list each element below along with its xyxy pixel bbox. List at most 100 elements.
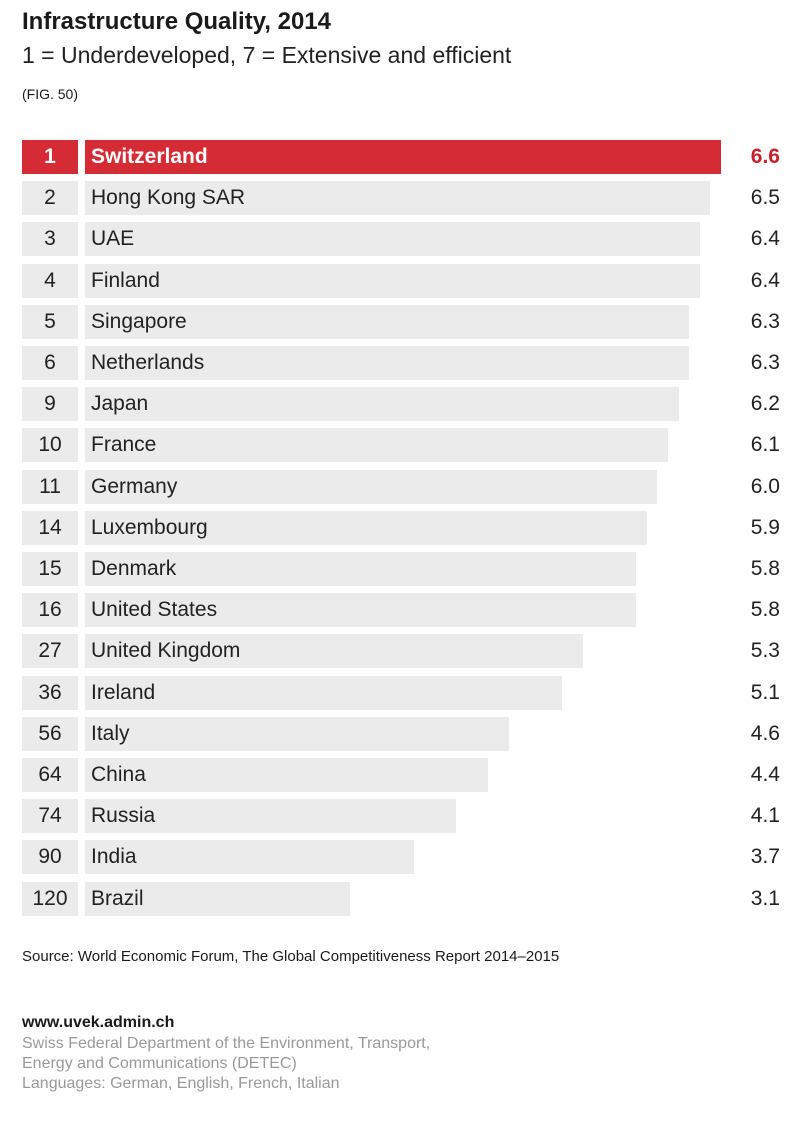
country-label: Russia <box>91 804 156 828</box>
bar <box>85 222 700 257</box>
org-line-1: Swiss Federal Department of the Environm… <box>22 1035 431 1052</box>
rank-label: 9 <box>22 387 78 422</box>
languages: Languages: German, English, French, Ital… <box>22 1075 340 1092</box>
value-label: 5.9 <box>750 515 780 539</box>
bar-row: 56 Italy 4.6 <box>0 716 800 751</box>
bar <box>85 881 351 916</box>
country-label: Denmark <box>91 557 177 580</box>
country-label: Netherlands <box>91 351 205 374</box>
bar-row: 10 France 6.1 <box>0 428 800 463</box>
bar-row: 14 Luxembourg 5.9 <box>0 510 800 545</box>
country-label: Hong Kong SAR <box>91 186 246 210</box>
country-label: Germany <box>91 474 178 498</box>
bar <box>85 469 658 504</box>
rank-label: 120 <box>22 881 78 916</box>
value-label: 4.6 <box>750 721 780 745</box>
country-label: China <box>91 763 146 786</box>
bar-row: 1 Switzerland 6.6 <box>0 140 800 174</box>
country-label: Japan <box>91 392 149 416</box>
value-label: 5.1 <box>750 680 780 704</box>
rank-label: 3 <box>22 222 78 257</box>
bar <box>85 593 637 628</box>
bar-row: 11 Germany 6.0 <box>0 469 800 504</box>
bar <box>85 140 721 174</box>
country-label: Luxembourg <box>91 515 208 539</box>
value-label: 6.3 <box>750 351 780 374</box>
bar <box>85 675 563 710</box>
country-label: Finland <box>91 268 160 292</box>
value-label: 6.5 <box>750 186 780 210</box>
bar-row: 120 Brazil 3.1 <box>0 881 800 916</box>
rank-label: 64 <box>22 758 78 792</box>
value-label: 6.0 <box>750 474 780 498</box>
value-label: 4.4 <box>750 763 780 786</box>
country-label: Singapore <box>91 309 187 333</box>
country-label: United Kingdom <box>91 639 241 663</box>
value-label: 6.4 <box>750 227 780 251</box>
rank-label: 11 <box>22 469 78 504</box>
bar-row: 9 Japan 6.2 <box>0 387 800 422</box>
rank-label: 14 <box>22 510 78 545</box>
rank-label: 90 <box>22 840 78 875</box>
bar <box>85 428 668 463</box>
org-line-2: Energy and Communications (DETEC) <box>22 1055 297 1072</box>
country-label: Ireland <box>91 680 156 704</box>
rank-label: 56 <box>22 716 78 751</box>
bar-row: 36 Ireland 5.1 <box>0 675 800 710</box>
country-label: France <box>91 433 157 457</box>
bar-row: 74 Russia 4.1 <box>0 799 800 834</box>
rank-label: 27 <box>22 634 78 669</box>
bar-row: 64 China 4.4 <box>0 758 800 792</box>
website-link[interactable]: www.uvek.admin.ch <box>22 1014 175 1031</box>
bar-row: 3 UAE 6.4 <box>0 222 800 257</box>
value-label: 6.4 <box>750 268 780 292</box>
bar <box>85 552 637 586</box>
rank-label: 1 <box>22 140 78 174</box>
bar <box>85 263 700 298</box>
value-label: 3.7 <box>750 845 780 869</box>
country-label: United States <box>91 598 218 622</box>
rank-label: 15 <box>22 552 78 586</box>
bar-row: 90 India 3.7 <box>0 840 800 875</box>
value-label: 5.8 <box>750 598 780 622</box>
country-label: Italy <box>91 721 130 745</box>
rank-label: 16 <box>22 593 78 628</box>
chart-title: Infrastructure Quality, 2014 <box>22 8 331 35</box>
rank-label: 4 <box>22 263 78 298</box>
bar-row: 5 Singapore 6.3 <box>0 304 800 339</box>
value-label: 4.1 <box>750 804 780 828</box>
value-label: 6.2 <box>750 392 780 416</box>
bar <box>85 304 690 339</box>
bar-row: 15 Denmark 5.8 <box>0 552 800 586</box>
bar <box>85 387 679 422</box>
country-label: UAE <box>91 227 135 251</box>
value-label: 5.3 <box>750 639 780 663</box>
bar-row: 27 United Kingdom 5.3 <box>0 634 800 669</box>
value-label: 5.8 <box>750 557 780 580</box>
bar <box>85 510 647 545</box>
bar-row: 2 Hong Kong SAR 6.5 <box>0 181 800 216</box>
figure-label: (FIG. 50) <box>22 86 79 102</box>
bar <box>85 799 457 834</box>
value-label: 3.1 <box>750 886 780 910</box>
country-label: Brazil <box>91 886 144 910</box>
rank-label: 74 <box>22 799 78 834</box>
rank-label: 2 <box>22 181 78 216</box>
source-note: Source: World Economic Forum, The Global… <box>22 948 560 965</box>
bar-row: 16 United States 5.8 <box>0 593 800 628</box>
country-label: India <box>91 845 137 869</box>
bar-row: 4 Finland 6.4 <box>0 263 800 298</box>
bar <box>85 758 488 792</box>
value-label: 6.3 <box>750 309 780 333</box>
organization-info: Swiss Federal Department of the Environm… <box>22 1034 430 1094</box>
rank-label: 36 <box>22 675 78 710</box>
rank-label: 10 <box>22 428 78 463</box>
bar <box>85 840 414 875</box>
bar <box>85 181 711 216</box>
rank-label: 5 <box>22 304 78 339</box>
bar <box>85 346 690 380</box>
rank-label: 6 <box>22 346 78 380</box>
bar <box>85 716 510 751</box>
chart-subtitle: 1 = Underdeveloped, 7 = Extensive and ef… <box>22 42 512 68</box>
country-label: Switzerland <box>91 145 208 168</box>
